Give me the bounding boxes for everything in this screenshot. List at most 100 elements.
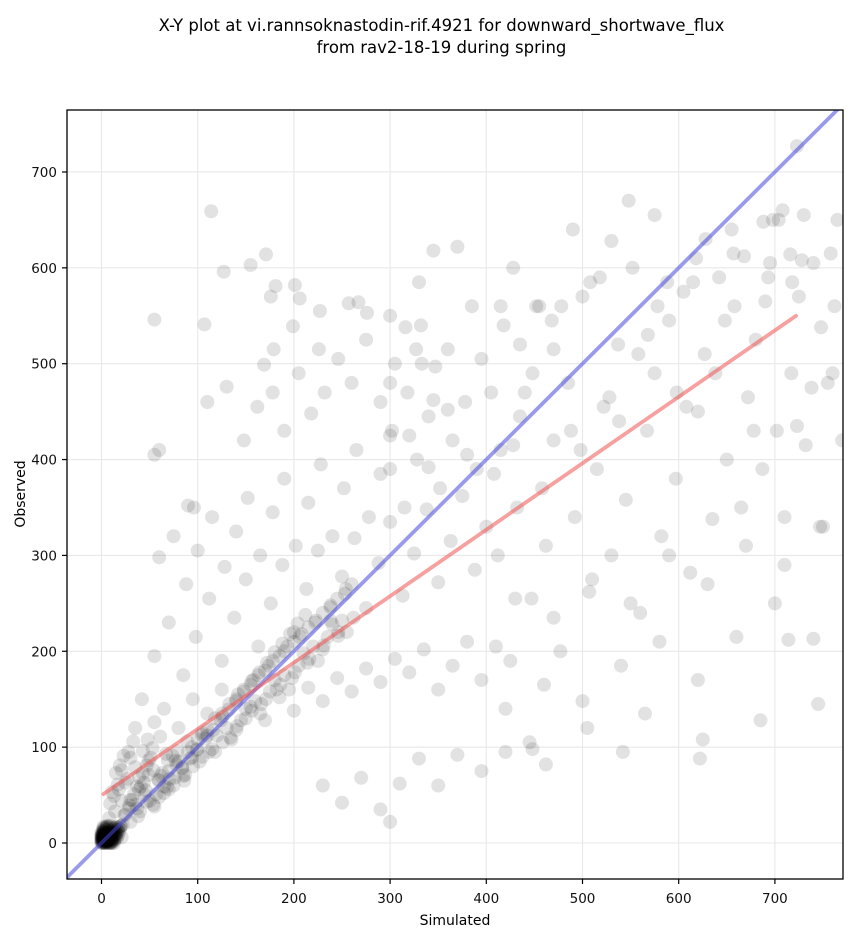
- scatter-point: [335, 613, 349, 628]
- scatter-point: [458, 395, 473, 409]
- scatter-point: [214, 682, 229, 697]
- scatter-point: [171, 721, 186, 735]
- scatter-point: [113, 819, 128, 834]
- scatter-point: [790, 139, 804, 154]
- scatter-point: [313, 457, 328, 472]
- scatter-point: [538, 757, 553, 772]
- lines: [67, 110, 840, 879]
- scatter-point: [589, 462, 604, 477]
- scatter-point: [166, 529, 181, 544]
- scatter-point: [140, 732, 155, 747]
- scatter-point: [383, 308, 398, 323]
- scatter-point: [146, 797, 161, 812]
- scatter-point: [219, 379, 234, 394]
- scatter-point: [790, 419, 804, 433]
- scatter-point: [546, 610, 561, 625]
- scatter-point: [96, 830, 111, 845]
- scatter-point: [259, 692, 273, 707]
- scatter-point: [428, 359, 443, 374]
- scatter-point: [835, 433, 843, 448]
- scatter-point: [580, 721, 595, 735]
- scatter-point: [676, 284, 691, 299]
- scatter-point: [103, 823, 118, 838]
- scatter-point: [493, 299, 508, 314]
- scatter-point: [216, 264, 231, 279]
- scatter-point: [392, 776, 407, 791]
- scatter-point: [383, 514, 398, 529]
- scatter-point: [373, 395, 388, 409]
- scatter-point: [359, 661, 374, 676]
- scatter-point: [244, 674, 259, 688]
- scatter-point: [109, 831, 124, 846]
- scatter-point: [197, 317, 212, 332]
- scatter-point: [263, 289, 278, 304]
- scatter-point: [498, 744, 513, 759]
- x-tick-label: 300: [377, 891, 403, 907]
- scatter-point: [183, 751, 197, 766]
- scatter-point: [185, 692, 200, 707]
- scatter-point: [277, 423, 292, 438]
- scatter-point: [280, 639, 295, 654]
- scatter-point: [625, 260, 640, 275]
- scatter-point: [108, 824, 123, 839]
- scatter-point: [537, 677, 551, 692]
- regression-line: [101, 313, 798, 797]
- scatter-point: [496, 318, 511, 333]
- scatter-point: [361, 510, 376, 525]
- scatter-point: [618, 492, 633, 507]
- scatter-point: [275, 636, 290, 651]
- scatter-point: [385, 423, 399, 438]
- scatter-point: [146, 763, 161, 778]
- scatter-point: [330, 671, 345, 686]
- scatter-point: [686, 275, 701, 290]
- scatter-point: [467, 562, 482, 577]
- scatter-point: [234, 713, 248, 728]
- scatter-point: [387, 356, 402, 371]
- scatter-point: [160, 753, 175, 768]
- scatter-point: [103, 830, 118, 845]
- scatter-point: [310, 653, 325, 668]
- scatter-point: [105, 836, 120, 850]
- scatter-point: [554, 299, 569, 314]
- scatter-point: [811, 697, 826, 711]
- scatter-point: [553, 644, 568, 659]
- scatter-point: [243, 699, 258, 714]
- scatter-point: [246, 673, 261, 687]
- scatter-point: [443, 534, 458, 548]
- scatter-point: [152, 443, 167, 457]
- scatter-point: [114, 793, 129, 808]
- scatter-point: [99, 835, 114, 849]
- scatter-point: [261, 658, 276, 673]
- scatter-point: [127, 787, 142, 802]
- scatter-point: [727, 299, 742, 314]
- scatter-point: [785, 275, 800, 290]
- scatter-point: [252, 665, 267, 680]
- scatter-point: [250, 399, 265, 414]
- scatter-point: [433, 481, 448, 496]
- scatter-point: [546, 433, 561, 448]
- scatter-point: [325, 529, 340, 544]
- scatter-point: [100, 818, 115, 833]
- scatter-point: [186, 500, 201, 515]
- scatter-point: [413, 318, 428, 333]
- scatter-point: [700, 577, 715, 592]
- scatter-point: [96, 831, 111, 846]
- scatter-point: [121, 744, 136, 759]
- scatter-point: [650, 299, 665, 314]
- scatter-point: [100, 833, 115, 848]
- scatter-point: [96, 823, 111, 838]
- scatter-point: [426, 243, 441, 258]
- scatter-point: [484, 385, 499, 400]
- scatter-point: [538, 538, 553, 553]
- scatter-point: [133, 779, 148, 794]
- scatter-point: [287, 665, 302, 680]
- scatter-point: [94, 825, 109, 840]
- scatter-point: [522, 735, 537, 750]
- scatter-point: [784, 366, 799, 381]
- scatter-point: [131, 809, 146, 824]
- scatter-point: [94, 833, 109, 848]
- scatter-point: [741, 390, 755, 405]
- scatter-point: [683, 565, 698, 580]
- plot-border: [66, 109, 844, 880]
- scatter-point: [383, 814, 398, 829]
